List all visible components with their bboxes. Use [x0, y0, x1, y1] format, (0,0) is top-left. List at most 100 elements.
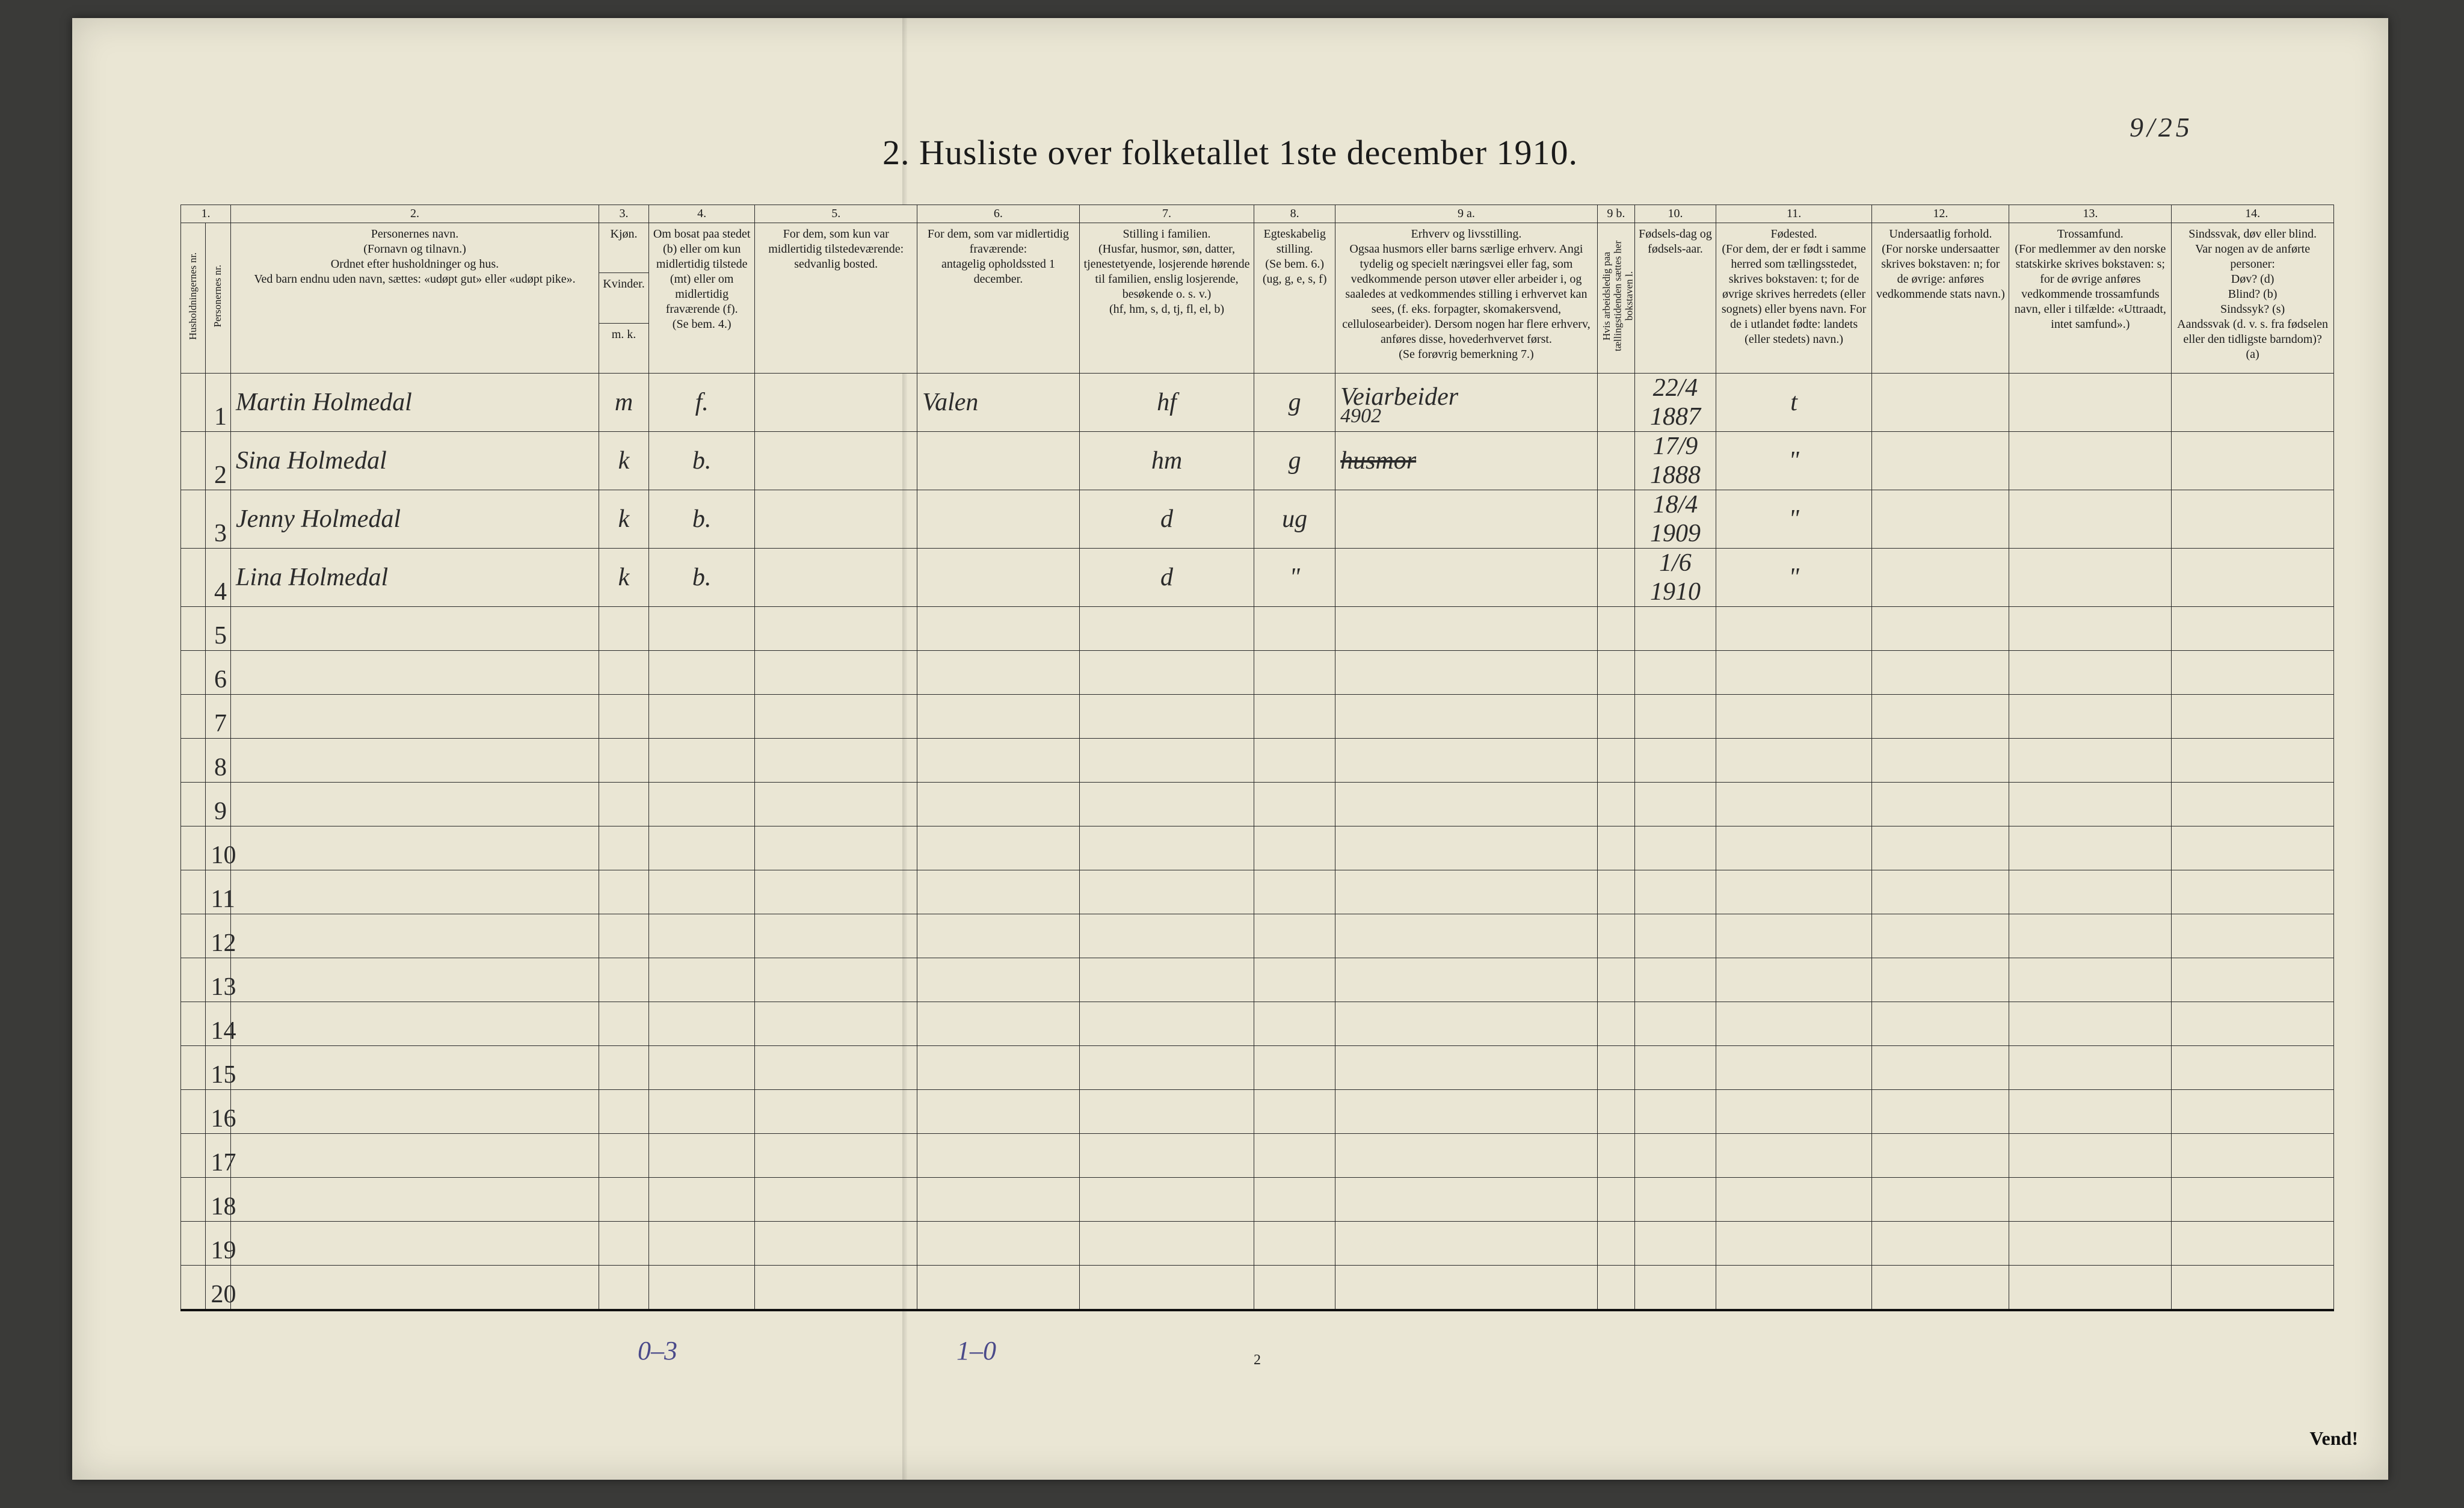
hdr-name: Personernes navn. (Fornavn og tilnavn.) … [230, 223, 599, 374]
cell-blank [649, 783, 755, 826]
hdr-kvinder: Kvinder. [599, 273, 649, 323]
cell-blank [230, 695, 599, 739]
vend-label: Vend! [2309, 1427, 2358, 1450]
cell-blank [599, 1222, 649, 1266]
colnum-14: 14. [2172, 205, 2334, 223]
cell-blank: 10 [206, 826, 230, 870]
cell-blank [2009, 914, 2172, 958]
cell-blank [1872, 1134, 2009, 1178]
cell-disability [2172, 549, 2334, 607]
cell-blank [649, 1178, 755, 1222]
cell-blank [1597, 1266, 1634, 1311]
cell-blank [181, 1002, 206, 1046]
cell-blank [1597, 1090, 1634, 1134]
cell-blank [1079, 783, 1254, 826]
cell-blank [1635, 739, 1716, 783]
cell-household-no [181, 374, 206, 432]
cell-blank [181, 826, 206, 870]
table-row: 11 [181, 870, 2334, 914]
cell-blank [1254, 914, 1335, 958]
cell-blank [230, 1134, 599, 1178]
cell-residence: b. [649, 549, 755, 607]
rule-cell [206, 1310, 230, 1317]
cell-blank [599, 870, 649, 914]
cell-person-no: 4 [206, 549, 230, 607]
cell-blank [1254, 607, 1335, 651]
cell-blank [649, 1002, 755, 1046]
cell-blank [1079, 1002, 1254, 1046]
rule-cell [2009, 1310, 2172, 1317]
cell-birthplace: t [1716, 374, 1871, 432]
cell-blank [181, 958, 206, 1002]
cell-blank [1635, 826, 1716, 870]
cell-blank [1872, 695, 2009, 739]
cell-blank [1872, 739, 2009, 783]
cell-blank [917, 1222, 1080, 1266]
cell-blank [1335, 870, 1598, 914]
cell-nationality [1872, 549, 2009, 607]
cell-blank: 9 [206, 783, 230, 826]
cell-blank [1872, 607, 2009, 651]
cell-blank [1597, 914, 1634, 958]
cell-blank [649, 826, 755, 870]
cell-blank [1079, 695, 1254, 739]
cell-blank [1716, 651, 1871, 695]
cell-blank [1254, 1266, 1335, 1311]
cell-blank [2009, 1046, 2172, 1090]
cell-blank: 20 [206, 1266, 230, 1311]
cell-blank [1716, 1222, 1871, 1266]
rule-cell [649, 1310, 755, 1317]
cell-blank [2009, 1266, 2172, 1311]
cell-blank [230, 1046, 599, 1090]
cell-blank [230, 826, 599, 870]
cell-blank [1254, 958, 1335, 1002]
cell-family-pos: d [1079, 490, 1254, 549]
table-row: 8 [181, 739, 2334, 783]
cell-religion [2009, 549, 2172, 607]
cell-blank [1335, 914, 1598, 958]
hdr-birthplace: Fødested. (For dem, der er født i samme … [1716, 223, 1871, 374]
cell-unemployed [1597, 374, 1634, 432]
cell-blank [917, 826, 1080, 870]
cell-blank [1079, 607, 1254, 651]
cell-blank [1597, 826, 1634, 870]
hdr-sex: Kjøn. [599, 223, 649, 273]
cell-blank [599, 783, 649, 826]
cell-blank [1635, 870, 1716, 914]
table-row: 5 [181, 607, 2334, 651]
colnum-10: 10. [1635, 205, 1716, 223]
cell-blank [181, 739, 206, 783]
cell-blank [1716, 1090, 1871, 1134]
cell-blank [181, 1178, 206, 1222]
cell-blank [181, 1134, 206, 1178]
hdr-nationality: Undersaatlig forhold. (For norske unders… [1872, 223, 2009, 374]
cell-blank [649, 1046, 755, 1090]
table-row: 20 [181, 1266, 2334, 1311]
hdr-temp-absent: For dem, som var midlertidig fraværende:… [917, 223, 1080, 374]
cell-blank [2172, 783, 2334, 826]
cell-blank [755, 651, 917, 695]
cell-blank [1079, 914, 1254, 958]
cell-blank: 19 [206, 1222, 230, 1266]
census-page: 9/25 2. Husliste over folketallet 1ste d… [72, 18, 2388, 1480]
cell-blank [181, 651, 206, 695]
cell-blank: 13 [206, 958, 230, 1002]
cell-blank [230, 1266, 599, 1311]
cell-blank [755, 695, 917, 739]
cell-blank [1635, 1266, 1716, 1311]
cell-blank [649, 870, 755, 914]
cell-blank [230, 783, 599, 826]
cell-blank [917, 1090, 1080, 1134]
table-row: 3Jenny Holmedalkb.dug18/4 1909" [181, 490, 2334, 549]
cell-blank [1597, 1002, 1634, 1046]
cell-birth: 22/4 1887 [1635, 374, 1716, 432]
cell-birthplace: " [1716, 432, 1871, 490]
colnum-7: 7. [1079, 205, 1254, 223]
colnum-12: 12. [1872, 205, 2009, 223]
cell-blank [1635, 607, 1716, 651]
cell-birthplace: " [1716, 490, 1871, 549]
cell-blank [755, 826, 917, 870]
cell-blank [1254, 739, 1335, 783]
cell-blank [2009, 1178, 2172, 1222]
rule-cell [917, 1310, 1080, 1317]
